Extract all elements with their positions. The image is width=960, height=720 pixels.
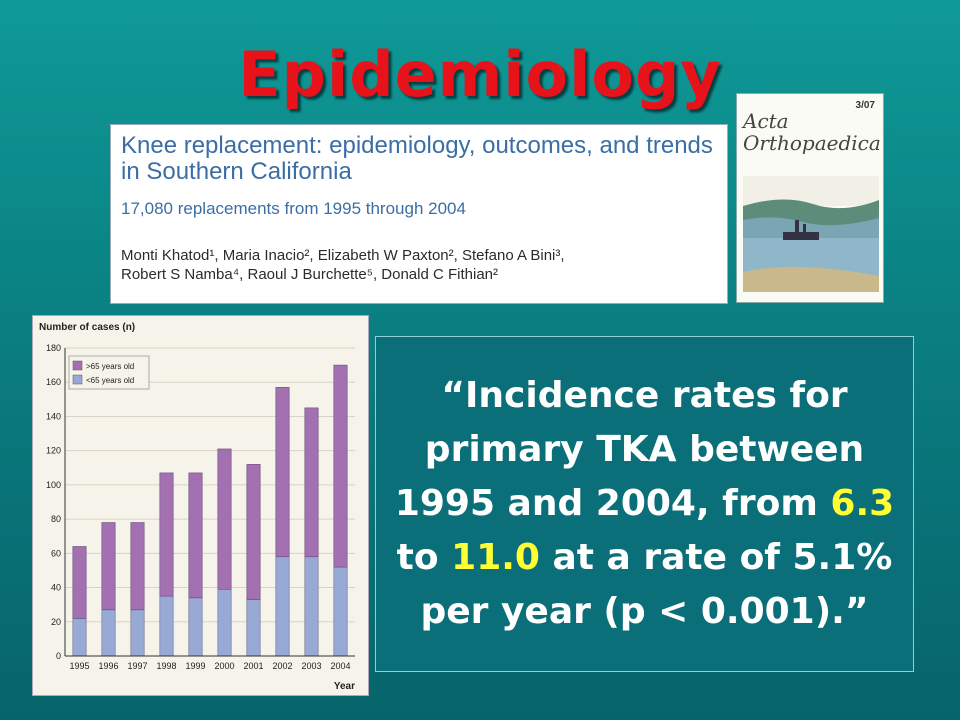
chart-x-tick-label: 2003	[301, 661, 321, 671]
cases-by-year-chart: Number of cases (n) Year 0 20 40 60 80 100 120…	[32, 315, 369, 696]
chart-legend-swatch	[72, 374, 83, 385]
chart-x-axis-label: Year	[334, 681, 355, 692]
chart-bar-under65	[333, 566, 348, 657]
journal-name: Acta Orthopaedica	[743, 109, 881, 155]
quote-value-start: 6.3	[830, 483, 895, 524]
chart-x-tick-label: 1996	[98, 661, 118, 671]
chart-bar-under65	[217, 588, 232, 657]
chart-x-tick-label: 1995	[69, 661, 89, 671]
chart-y-tick-label: 180	[46, 343, 61, 353]
paper-title: Knee replacement: epidemiology, outcomes…	[121, 132, 713, 185]
chart-legend-box	[68, 355, 150, 390]
chart-svg: Number of cases (n) Year 0 20 40 60 80 100 120…	[39, 322, 355, 692]
quote-text-part-1: “Incidence rates for primary TKA between…	[394, 375, 865, 524]
chart-x-tick-label: 2001	[243, 661, 263, 671]
chart-legend-swatch	[72, 360, 83, 371]
chart-x-tick-label: 2000	[214, 661, 234, 671]
chart-y-tick-label: 100	[46, 480, 61, 490]
chart-bar-over65	[72, 546, 87, 619]
slide-title: Epidemiology	[238, 38, 722, 111]
authors-line-2: Robert S Namba⁴, Raoul J Burchette⁵, Don…	[121, 266, 498, 283]
chart-y-tick-label: 140	[46, 411, 61, 421]
chart-bar-under65	[188, 597, 203, 657]
chart-y-tick-label: 0	[56, 651, 61, 661]
chart-bar-over65	[217, 448, 232, 590]
chart-legend-label: >65 years old	[86, 362, 134, 371]
chart-bar-over65	[130, 522, 145, 611]
chart-bar-under65	[101, 609, 116, 657]
incidence-quote: “Incidence rates for primary TKA between…	[386, 369, 903, 639]
quote-text-part-2: to	[396, 537, 452, 578]
chart-x-tick-label: 1998	[156, 661, 176, 671]
chart-bar-over65	[188, 472, 203, 599]
chart-bar-over65	[333, 364, 348, 568]
chart-y-tick-label: 80	[51, 514, 61, 524]
chart-legend-label: <65 years old	[86, 376, 134, 385]
chart-x-tick-label: 2002	[272, 661, 292, 671]
journal-cover-painting	[743, 176, 879, 292]
chart-y-tick-label: 160	[46, 377, 61, 387]
chart-y-axis-label: Number of cases (n)	[39, 322, 135, 333]
chart-y-tick-label: 40	[51, 583, 61, 593]
chart-bar-under65	[72, 618, 87, 657]
chart-x-tick-label: 1997	[127, 661, 147, 671]
journal-cover: 3/07 Acta Orthopaedica	[736, 93, 884, 303]
chart-bar-under65	[159, 595, 174, 657]
chart-y-tick-label: 60	[51, 548, 61, 558]
chart-bar-over65	[246, 464, 261, 600]
chart-bar-over65	[101, 522, 116, 611]
quote-value-end: 11.0	[451, 537, 540, 578]
quote-text-part-3: at a rate of 5.1% per year (p < 0.001).”	[420, 537, 893, 632]
chart-y-tick-label: 20	[51, 617, 61, 627]
authors-line-1: Monti Khatod¹, Maria Inacio², Elizabeth …	[121, 247, 565, 264]
journal-issue: 3/07	[855, 100, 875, 111]
chart-y-tick-label: 120	[46, 446, 61, 456]
paper-header: Knee replacement: epidemiology, outcomes…	[110, 124, 728, 304]
chart-bar-under65	[304, 556, 319, 657]
chart-bar-under65	[275, 556, 290, 657]
journal-name-line-2: Orthopaedica	[743, 131, 881, 155]
chart-x-tick-label: 1999	[185, 661, 205, 671]
chart-bar-under65	[130, 609, 145, 657]
journal-name-line-1: Acta	[743, 109, 789, 133]
incidence-quote-box: “Incidence rates for primary TKA between…	[375, 336, 914, 672]
chart-bar-over65	[304, 407, 319, 558]
chart-bar-under65	[246, 599, 261, 657]
chart-x-tick-label: 2004	[330, 661, 350, 671]
paper-subtitle: 17,080 replacements from 1995 through 20…	[121, 199, 466, 218]
paper-authors: Monti Khatod¹, Maria Inacio², Elizabeth …	[121, 246, 717, 284]
chart-bar-over65	[159, 472, 174, 597]
chart-bar-over65	[275, 387, 290, 558]
